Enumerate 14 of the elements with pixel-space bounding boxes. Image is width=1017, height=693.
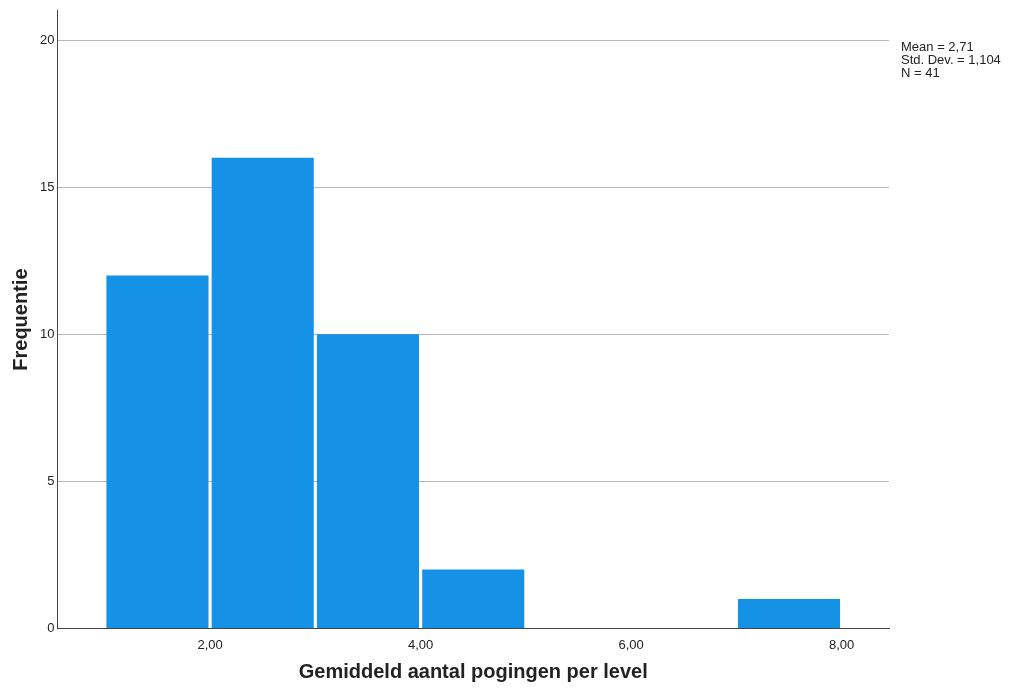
x-tick-label: 6,00 [618, 636, 644, 652]
x-tick-label: 4,00 [407, 636, 434, 652]
y-tick-label: 15 [39, 178, 55, 194]
y-tick-label: 5 [47, 472, 55, 488]
x-axis-title: Gemiddeld aantal pogingen per level [298, 659, 648, 682]
text: Mean = 2,71 [901, 38, 974, 54]
y-tick-label: 0 [47, 619, 55, 635]
y-tick-label: 20 [39, 31, 55, 47]
x-tick-label: 2,00 [197, 636, 223, 652]
text: N = 41 [901, 64, 940, 80]
y-axis-title: Frequentie [8, 268, 31, 371]
x-tick-label: 8,00 [828, 636, 855, 652]
y-tick-label: 10 [39, 325, 55, 341]
text: Std. Dev. = 1,104 [901, 51, 1001, 67]
